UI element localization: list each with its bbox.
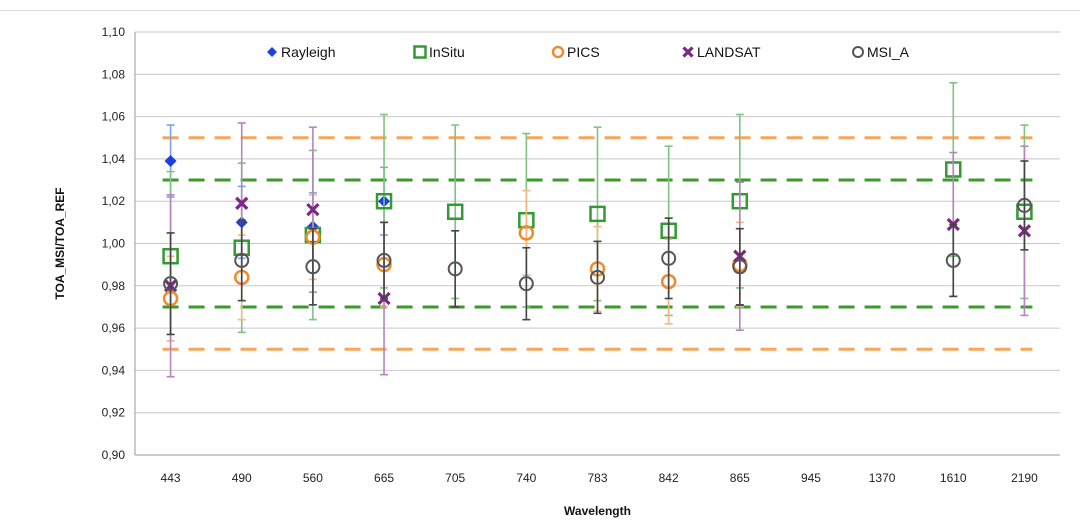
data-point xyxy=(1016,197,1032,213)
y-tick-label: 0,98 xyxy=(102,279,126,293)
legend-marker xyxy=(682,46,694,58)
y-tick-label: 1,06 xyxy=(102,110,126,124)
data-point xyxy=(305,259,321,275)
x-tick-label: 443 xyxy=(161,471,181,485)
data-point xyxy=(235,196,249,210)
x-tick-label: 490 xyxy=(232,471,252,485)
legend-item: PICS xyxy=(551,44,600,60)
legend-item: MSI_A xyxy=(852,44,910,60)
x-tick-label: 2190 xyxy=(1011,471,1038,485)
data-point xyxy=(164,155,177,168)
data-point xyxy=(306,203,320,217)
data-point xyxy=(375,192,393,210)
x-tick-label: 1610 xyxy=(940,471,967,485)
data-point xyxy=(589,205,606,223)
x-axis: 443 490 560 665 705 740 783 842 865 945 1370 1610 21… xyxy=(161,471,1039,485)
x-tick-label: 705 xyxy=(445,471,465,485)
reference-lines xyxy=(162,136,1033,351)
series-msi-a xyxy=(163,160,1032,336)
y-axis-title: TOA_MSI/TOA_REF xyxy=(53,187,67,299)
y-tick-label: 1,04 xyxy=(102,152,126,166)
legend-item: LANDSAT xyxy=(682,44,761,60)
y-tick-label: 1,08 xyxy=(102,67,126,81)
x-tick-label: 560 xyxy=(303,471,323,485)
y-tick-label: 0,94 xyxy=(102,363,126,377)
y-tick-label: 1,10 xyxy=(102,25,126,39)
y-tick-label: 0,96 xyxy=(102,321,126,335)
data-point xyxy=(163,276,179,292)
legend-marker xyxy=(413,45,427,59)
legend-marker xyxy=(852,46,864,58)
data-point xyxy=(518,276,534,292)
legend-marker xyxy=(551,45,565,59)
legend-item: InSitu xyxy=(413,44,465,60)
data-point xyxy=(661,250,677,266)
data-point xyxy=(234,252,250,268)
legend-label: MSI_A xyxy=(867,44,910,60)
x-tick-label: 945 xyxy=(801,471,821,485)
y-tick-label: 0,92 xyxy=(102,406,126,420)
data-series xyxy=(162,81,1033,378)
legend-label: PICS xyxy=(567,44,600,60)
x-tick-label: 665 xyxy=(374,471,394,485)
data-point xyxy=(376,252,392,268)
data-point xyxy=(447,261,463,277)
x-tick-label: 842 xyxy=(659,471,679,485)
y-tick-label: 0,90 xyxy=(102,448,126,462)
data-point xyxy=(590,269,605,285)
chart-frame-top xyxy=(0,10,1080,11)
data-point xyxy=(945,252,961,268)
data-point xyxy=(446,203,464,221)
x-tick-label: 783 xyxy=(587,471,607,485)
legend-item: Rayleigh xyxy=(267,44,335,60)
legend: Rayleigh InSitu PICS LANDSAT MSI_A xyxy=(267,44,910,60)
x-axis-title: Wavelength xyxy=(564,504,631,518)
y-axis: 0,90 0,92 0,94 0,96 0,98 1,00 1,02 1,04 1,06 1,08… xyxy=(102,25,1060,462)
data-point xyxy=(732,259,748,275)
x-tick-label: 1370 xyxy=(869,471,896,485)
legend-label: LANDSAT xyxy=(697,44,761,60)
series-rayleigh xyxy=(164,124,391,262)
legend-marker xyxy=(267,47,277,57)
x-tick-label: 740 xyxy=(516,471,536,485)
legend-label: Rayleigh xyxy=(281,44,335,60)
y-tick-label: 1,00 xyxy=(102,237,126,251)
x-tick-label: 865 xyxy=(730,471,750,485)
data-point xyxy=(518,225,535,241)
legend-label: InSitu xyxy=(429,44,465,60)
y-tick-label: 1,02 xyxy=(102,194,126,208)
